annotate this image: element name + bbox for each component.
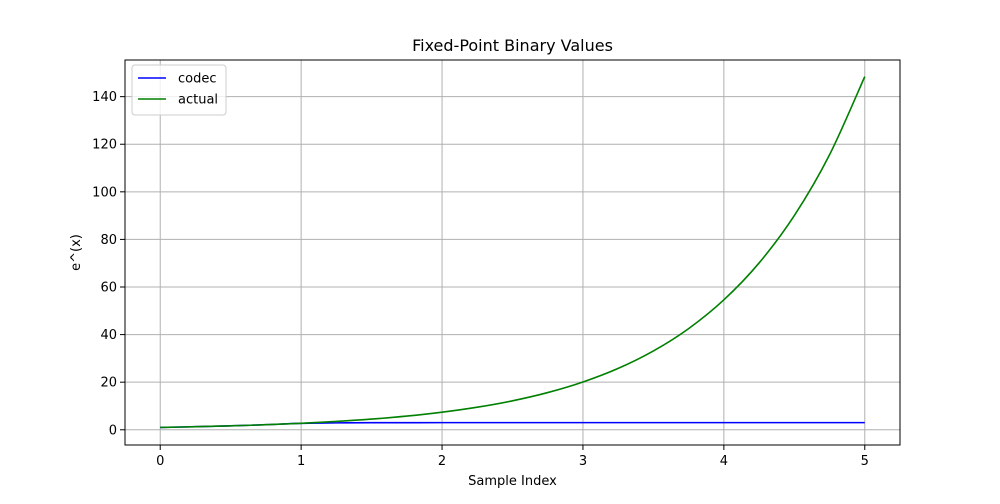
x-tick-label: 0 [156, 454, 164, 469]
tick-layer: 0 1 2 3 4 5 0 20 40 60 80 100 120 140 [92, 90, 869, 469]
grid-layer [125, 60, 900, 445]
x-tick-label: 3 [579, 454, 587, 469]
x-axis-label: Sample Index [468, 474, 557, 489]
axes-frame [124, 59, 901, 446]
series-line-actual [160, 76, 866, 429]
x-tick-label: 2 [438, 454, 446, 469]
y-tick-label: 0 [109, 423, 117, 438]
y-tick-label: 60 [100, 281, 117, 296]
legend-items: codec actual [138, 72, 218, 108]
legend-label-actual: actual [178, 93, 218, 108]
y-tick-label: 40 [100, 328, 117, 343]
y-tick-label: 80 [100, 233, 117, 248]
y-tick-label: 120 [92, 138, 117, 153]
y-tick-label: 140 [92, 90, 117, 105]
y-axis-label: e^(x) [69, 234, 84, 271]
y-tick-label: 100 [92, 185, 117, 200]
legend: codec actual [131, 64, 227, 116]
chart-title: Fixed-Point Binary Values [412, 36, 613, 55]
x-tick-label: 1 [297, 454, 305, 469]
y-tick-label: 20 [100, 376, 117, 391]
legend-label-codec: codec [178, 72, 217, 87]
x-tick-label: 5 [861, 454, 869, 469]
x-tick-label: 4 [720, 454, 728, 469]
series-layer [160, 76, 866, 429]
